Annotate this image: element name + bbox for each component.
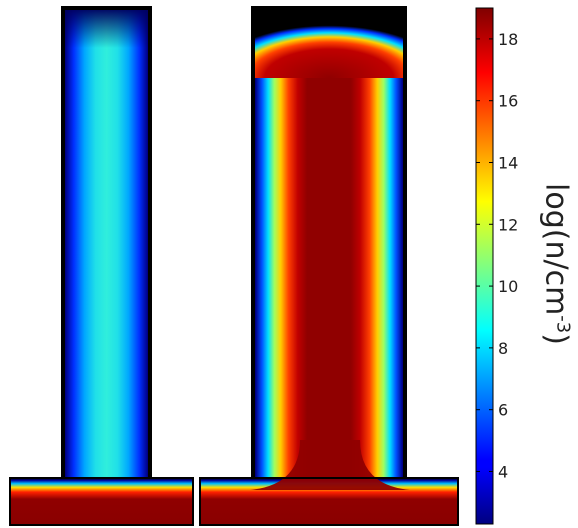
right-structure — [199, 6, 459, 526]
colorbar-tick-label: 6 — [498, 401, 508, 420]
right-base-outline — [199, 477, 459, 526]
right-column-edge-top — [251, 6, 407, 10]
colorbar-tick-label: 18 — [498, 30, 518, 49]
left-column — [61, 8, 152, 478]
left-column-edge-right — [148, 8, 152, 478]
colorbar-tick-label: 16 — [498, 92, 518, 111]
right-column-edge-right — [403, 8, 407, 478]
left-base-outline — [9, 477, 194, 526]
colorbar-tick-label: 10 — [498, 277, 518, 296]
colorbar-title: log(n/cm-3) — [538, 183, 574, 345]
colorbar: 4 6 8 10 12 14 16 18 — [475, 7, 518, 525]
left-column-edge-left — [61, 8, 65, 478]
colorbar-ticks: 4 6 8 10 12 14 16 18 — [476, 30, 518, 481]
colorbar-tick-label: 14 — [498, 153, 518, 172]
right-column-cap — [251, 8, 407, 78]
left-structure — [9, 6, 194, 526]
left-column-edge-top — [61, 6, 152, 10]
colorbar-gradient — [475, 7, 494, 525]
right-column-edge-left — [251, 8, 255, 478]
right-column — [251, 8, 407, 478]
left-base — [10, 478, 193, 525]
colorbar-tick-label: 12 — [498, 215, 518, 234]
colorbar-tick-label: 8 — [498, 339, 508, 358]
left-column-top-shade — [61, 8, 152, 48]
colorbar-tick-label: 4 — [498, 462, 508, 481]
